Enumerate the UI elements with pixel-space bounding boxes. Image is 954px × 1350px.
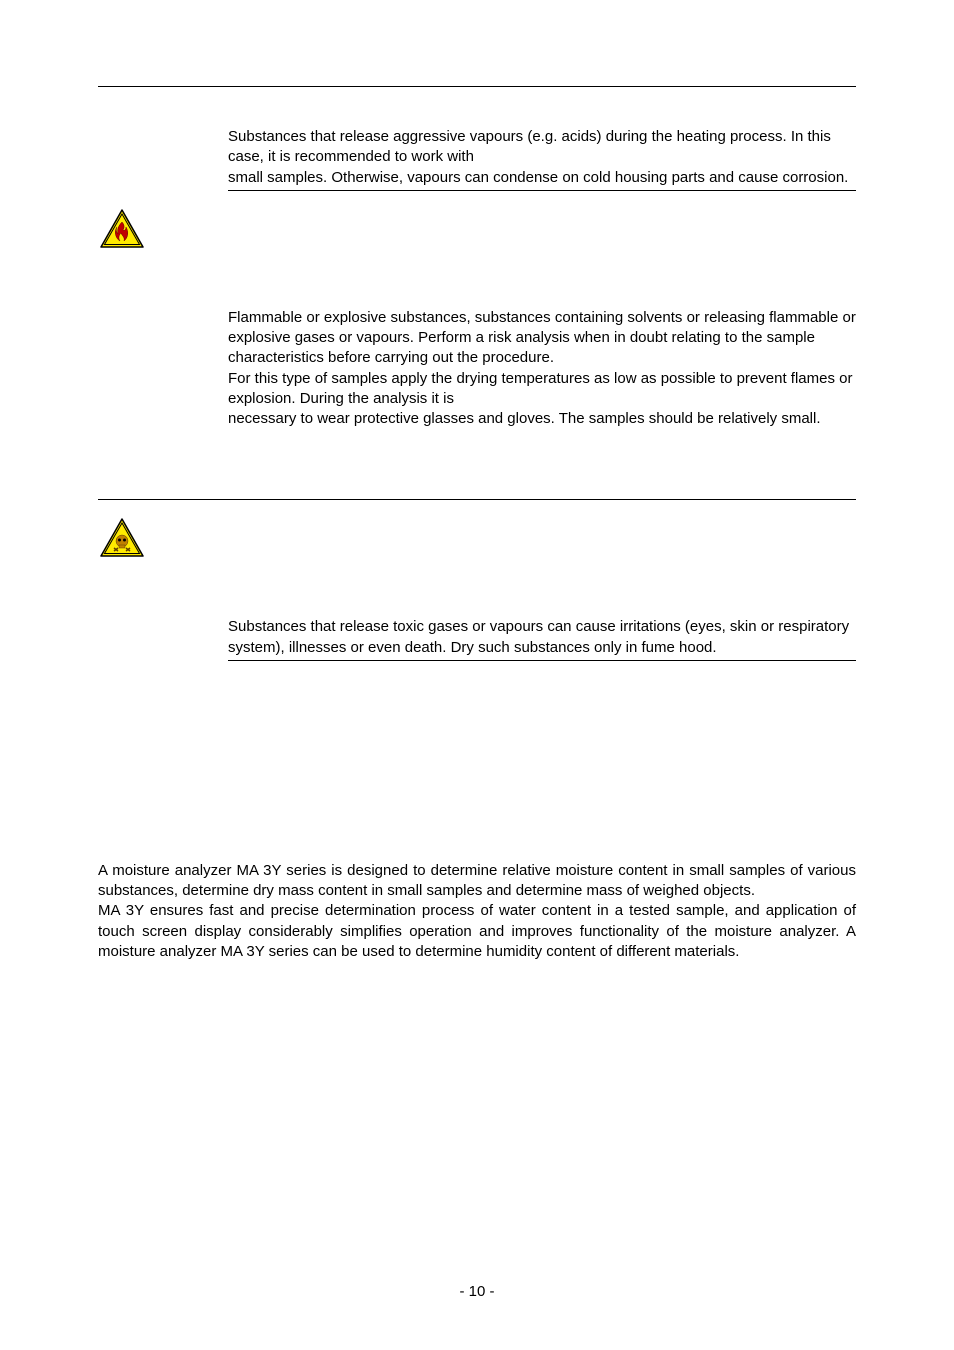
toxic-warning-icon [98, 517, 856, 559]
text-content: Substances that release aggressive vapou… [228, 128, 848, 186]
warning-text-flammable: Flammable or explosive substances, subst… [228, 308, 856, 430]
text-content: A moisture analyzer MA 3Y series is desi… [98, 862, 856, 960]
text-content: Flammable or explosive substances, subst… [228, 309, 856, 427]
page-number: - 10 - [0, 1283, 954, 1300]
fire-warning-icon [98, 208, 856, 250]
text-content: Substances that release toxic gases or v… [228, 618, 849, 655]
top-separator [98, 86, 856, 87]
body-paragraph: A moisture analyzer MA 3Y series is desi… [98, 861, 856, 962]
warning-text-toxic: Substances that release toxic gases or v… [228, 617, 856, 661]
warning-text-corrosive: Substances that release aggressive vapou… [228, 127, 856, 191]
